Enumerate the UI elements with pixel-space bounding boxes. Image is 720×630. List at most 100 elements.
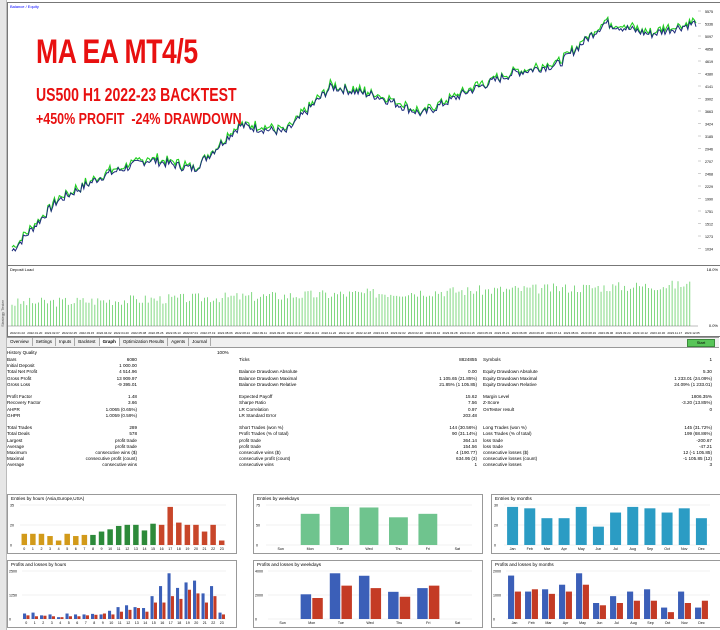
x-tick: 2022.04.02 — [97, 331, 112, 335]
x-tick: 2022.11.22 — [321, 331, 336, 335]
bar — [644, 508, 656, 545]
x-tick: 15 — [151, 547, 155, 551]
y-tick: 0 — [255, 618, 257, 622]
bar — [184, 524, 191, 545]
tab-journal[interactable]: Journal — [189, 338, 211, 346]
x-tick: Wed — [366, 621, 373, 625]
bar — [47, 536, 53, 545]
pl-by-weekdays-panel: Profits and losses by weekdays 4000 2000 0 S… — [253, 560, 483, 628]
loss-bar — [119, 611, 123, 619]
report-value: 0 — [709, 406, 712, 412]
loss-bar — [111, 614, 115, 619]
report-value: 5.30 — [703, 369, 712, 375]
report-table: History Quality 100% Bars 6080 Initial Dep… — [7, 348, 719, 467]
report-value: -9 395.01 — [117, 381, 137, 387]
balance-chart: Balance / Equity 5575 5336 5097 4858 4619 438… — [7, 2, 720, 266]
tab-inputs[interactable]: Inputs — [56, 338, 76, 346]
tab-graph[interactable]: Graph — [99, 338, 120, 346]
loss-bar — [428, 585, 440, 619]
bar — [201, 531, 208, 545]
report-value: 289 — [129, 425, 137, 431]
x-tick: 2022.08.06 — [218, 331, 233, 335]
x-tick: 12 — [125, 547, 129, 551]
bar — [418, 513, 438, 545]
deposit-load-label: Deposit Load — [10, 267, 34, 272]
x-tick: Sep — [647, 547, 653, 551]
x-tick: 2023.01.15 — [373, 331, 388, 335]
x-tick: 2023.05.21 — [494, 331, 509, 335]
profit-bar — [210, 586, 214, 619]
profit-bar — [159, 586, 163, 619]
report-label: Ticks — [239, 357, 250, 362]
profit-bar — [150, 596, 154, 619]
x-tick: Mar — [544, 547, 551, 551]
tab-agents[interactable]: Agents — [168, 338, 190, 346]
x-tick: 2022.02.25 — [62, 331, 77, 335]
start-button[interactable]: Start — [687, 339, 715, 347]
report-label: Balance Drawdown Absolute — [239, 369, 298, 375]
x-tick: 2023.10.12 — [633, 331, 648, 335]
y-tick: 3663 — [705, 110, 713, 114]
x-tick: Apr — [561, 547, 567, 551]
strategy-tester-sidebar: Strategy Tester — [0, 0, 7, 630]
x-tick: Thu — [395, 547, 401, 551]
y-tick: 50 — [256, 524, 260, 528]
loss-bar — [187, 589, 191, 619]
y-tick: 5097 — [705, 35, 713, 39]
y-tick: 3185 — [705, 135, 713, 139]
history-quality-label: History Quality — [7, 350, 37, 355]
tab-overview[interactable]: Overview — [7, 338, 33, 346]
report-value: -47.21 — [698, 443, 712, 449]
report-label: Sharpe Ratio — [239, 400, 266, 406]
x-tick: Nov — [681, 547, 688, 551]
bar — [30, 533, 36, 545]
x-tick: 20 — [194, 547, 198, 551]
y-tick: 2500 — [9, 570, 17, 574]
x-tick: 16 — [160, 547, 164, 551]
y-tick: 2229 — [705, 185, 713, 189]
y-tick: 1273 — [705, 235, 713, 239]
report-value: 145 (31.72%) — [684, 425, 712, 431]
y-tick: 3902 — [705, 98, 713, 102]
y-tick: 0 — [9, 618, 11, 622]
x-tick: 19 — [186, 621, 190, 625]
report-value: 4 (190.77) — [456, 450, 477, 455]
pl-by-hours-panel: Profits and losses by hours 2500 1250 0 0 1 2 3… — [7, 560, 237, 628]
report-value: 203.48 — [462, 412, 477, 418]
equity-line — [11, 15, 697, 248]
tab-backtest[interactable]: Backtest — [75, 338, 100, 346]
profit-bar — [300, 594, 312, 619]
x-tick: 23 — [220, 621, 224, 625]
x-tick: 2023.12.05 — [685, 331, 700, 335]
x-tick: 2023.07.14 — [546, 331, 561, 335]
x-tick: 2022.07.01 — [183, 331, 198, 335]
tab-settings[interactable]: Settings — [33, 338, 57, 346]
bar — [150, 523, 156, 545]
y-tick: 4000 — [255, 570, 263, 574]
panel-title: Entries by hours (Asia,Europe,USA) — [11, 496, 85, 501]
profit-bar — [508, 575, 515, 619]
report-value: 199 (68.86%) — [684, 431, 712, 437]
profit-bar — [108, 610, 112, 619]
x-tick: 16 — [160, 621, 164, 625]
profit-bar — [576, 573, 583, 619]
bar — [176, 522, 182, 545]
report-label: loss trade — [483, 437, 503, 443]
x-tick: Dec — [698, 621, 705, 625]
profit-bar — [74, 614, 78, 619]
loss-bar — [162, 602, 166, 619]
report-label: Average — [7, 462, 25, 468]
report-value: 12 (-1 105.85) — [683, 450, 712, 455]
profit-bar — [695, 607, 702, 619]
tab-optimization-results[interactable]: Optimization Results — [120, 338, 169, 346]
x-tick: 2022.05.08 — [131, 331, 146, 335]
bar — [167, 506, 173, 545]
x-tick: Jul — [614, 621, 619, 625]
bar — [115, 525, 122, 545]
profit-bar — [48, 614, 52, 619]
x-tick: 2023.06.26 — [529, 331, 544, 335]
x-tick: 22 — [211, 621, 215, 625]
x-tick: May — [579, 621, 586, 625]
y-tick: 75 — [256, 504, 260, 508]
